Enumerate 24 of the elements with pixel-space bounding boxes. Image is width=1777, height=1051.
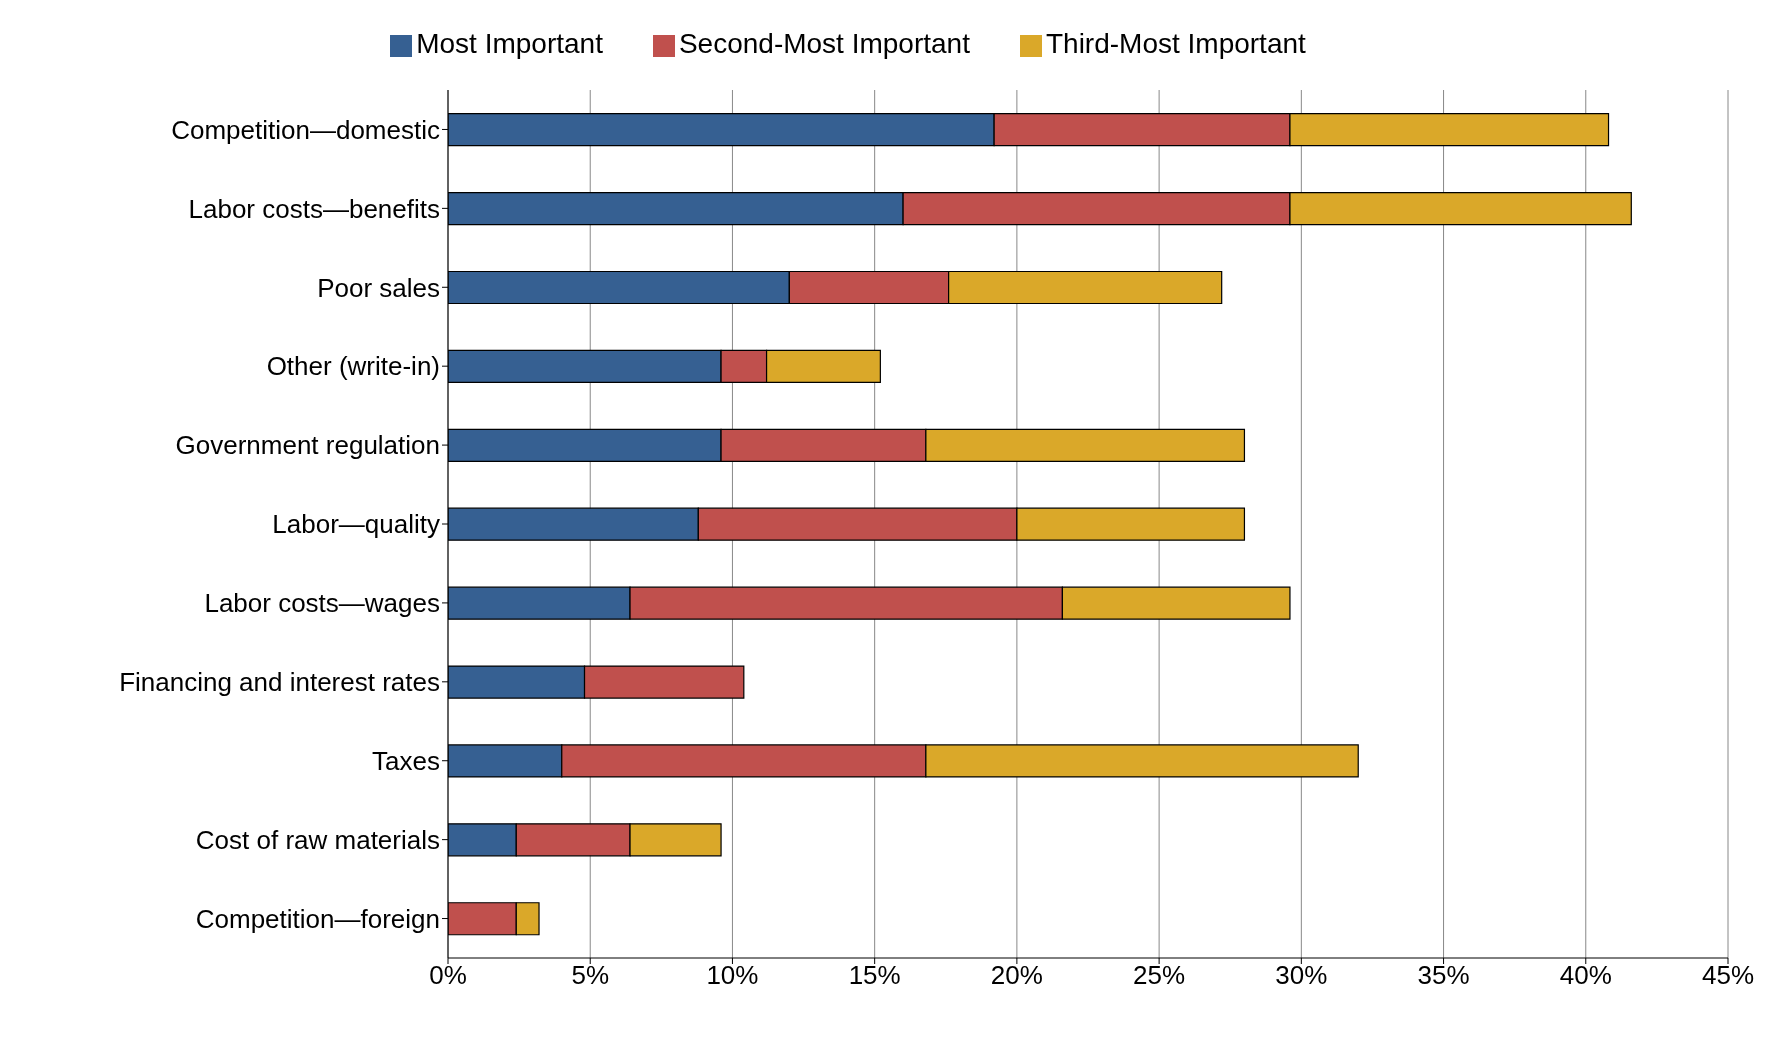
x-tick-label: 5% <box>571 960 610 991</box>
y-tick-label: Poor sales <box>317 272 440 303</box>
x-tick-label: 45% <box>1701 960 1755 991</box>
y-tick-label: Financing and interest rates <box>119 667 440 698</box>
x-tick-label: 10% <box>706 960 759 991</box>
x-tick-label: 0% <box>429 960 467 991</box>
x-tick-label: 20% <box>990 960 1043 991</box>
legend-label: Third-Most Important <box>1045 28 1306 59</box>
y-tick-label: Cost of raw materials <box>195 824 440 855</box>
y-tick-label: Competition—domestic <box>171 114 440 145</box>
y-tick-label: Other (write-in) <box>266 351 440 382</box>
x-tick-label: 30% <box>1275 960 1328 991</box>
legend-label: Most Important <box>416 28 603 59</box>
y-tick-label: Taxes <box>372 745 440 776</box>
legend-label: Second-Most Important <box>678 28 970 59</box>
x-tick-label: 40% <box>1559 960 1612 991</box>
y-tick-label: Labor costs—wages <box>204 588 440 619</box>
x-tick-label: 25% <box>1133 960 1186 991</box>
x-tick-label: 15% <box>848 960 901 991</box>
y-tick-label: Government regulation <box>175 430 440 461</box>
y-tick-label: Labor costs—benefits <box>188 193 440 224</box>
x-tick-label: 35% <box>1417 960 1470 991</box>
y-tick-label: Competition—foreign <box>195 903 440 934</box>
y-tick-label: Labor—quality <box>272 509 440 540</box>
